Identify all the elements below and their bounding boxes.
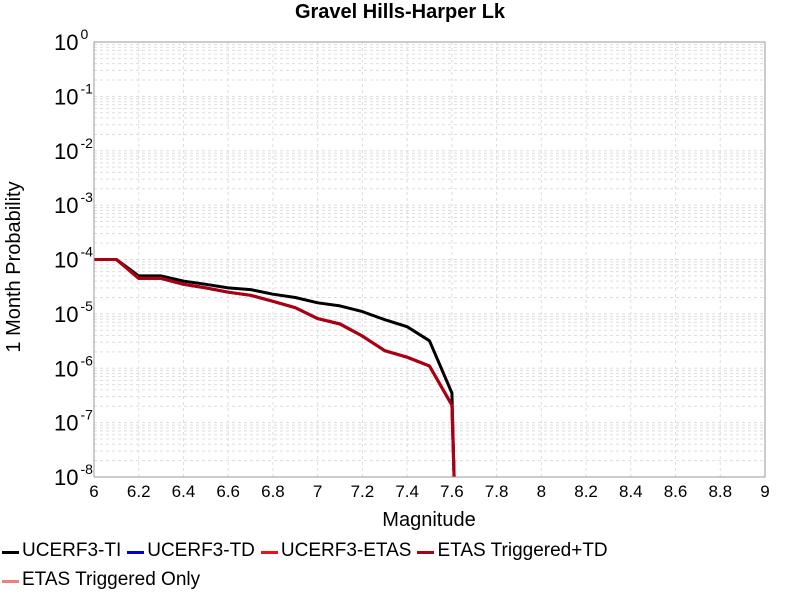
series-group bbox=[94, 258, 456, 478]
x-tick-label: 8.8 bbox=[708, 482, 732, 501]
legend-swatch bbox=[127, 551, 145, 554]
y-tick-base: 10 bbox=[54, 356, 78, 381]
legend-swatch bbox=[417, 551, 435, 554]
legend-swatch bbox=[2, 580, 19, 583]
y-tick-label: 10 -4 bbox=[54, 244, 93, 273]
x-tick-label: 7.6 bbox=[440, 482, 464, 501]
legend-entry: UCERF3-TI bbox=[2, 540, 121, 562]
y-tick-exponent: 0 bbox=[80, 26, 88, 42]
x-tick-label: 6.6 bbox=[216, 482, 240, 501]
x-tick-label: 8.4 bbox=[619, 482, 643, 501]
legend-label: ETAS Triggered+TD bbox=[437, 539, 608, 561]
y-axis-label: 1 Month Probability bbox=[3, 181, 25, 352]
x-tick-label: 8 bbox=[537, 482, 546, 501]
x-tick-label: 7.8 bbox=[485, 482, 509, 501]
x-tick-label: 6.4 bbox=[172, 482, 196, 501]
plot-border bbox=[93, 41, 766, 478]
x-tick-label: 9 bbox=[760, 482, 769, 501]
legend-entry: ETAS Triggered Only bbox=[2, 569, 200, 591]
legend-label: ETAS Triggered Only bbox=[22, 568, 201, 590]
y-tick-label: 10 -3 bbox=[54, 189, 93, 218]
legend-label: UCERF3-TI bbox=[22, 539, 122, 561]
y-tick-label: 10 -7 bbox=[54, 407, 93, 436]
y-tick-label: 10 0 bbox=[54, 26, 88, 55]
legend-row: ETAS Triggered Only bbox=[2, 565, 792, 594]
y-tick-label: 10 -2 bbox=[54, 135, 93, 164]
y-tick-label: 10 -6 bbox=[54, 352, 93, 381]
y-tick-base: 10 bbox=[54, 139, 78, 164]
x-tick-label: 7 bbox=[313, 482, 322, 501]
y-tick-base: 10 bbox=[54, 411, 78, 436]
series-line-ucerf3-ti bbox=[94, 258, 456, 478]
y-tick-base: 10 bbox=[54, 30, 78, 55]
y-tick-base: 10 bbox=[54, 248, 78, 273]
chart: Gravel Hills-Harper Lk 6 6.2 6.4 6.6 6.8 7 7.2… bbox=[3, 1, 770, 531]
x-tick-label: 7.2 bbox=[351, 482, 375, 501]
y-tick-exponent: -5 bbox=[80, 298, 93, 314]
x-tick-label: 8.6 bbox=[664, 482, 688, 501]
y-tick-exponent: -8 bbox=[80, 461, 93, 477]
x-tick-labels: 6 6.2 6.4 6.6 6.8 7 7.2 7.4 7.6 7.8 8 8.2 8.4 8.6 8.8 9 bbox=[89, 482, 769, 501]
y-tick-exponent: -7 bbox=[80, 407, 93, 423]
y-tick-label: 10 -1 bbox=[54, 80, 93, 109]
x-tick-label: 6 bbox=[89, 482, 98, 501]
legend-swatch bbox=[2, 551, 19, 554]
grid bbox=[93, 42, 766, 478]
y-tick-exponent: -1 bbox=[80, 80, 93, 96]
legend-entry: UCERF3-ETAS bbox=[260, 539, 412, 562]
chart-title: Gravel Hills-Harper Lk bbox=[295, 1, 506, 23]
x-tick-label: 6.2 bbox=[127, 482, 151, 501]
y-tick-exponent: -3 bbox=[80, 189, 93, 205]
legend-row: UCERF3-TI UCERF3-TD UCERF3-ETAS ETAS Trigge… bbox=[2, 536, 792, 565]
y-tick-label: 10 -5 bbox=[54, 298, 93, 327]
x-tick-label: 6.8 bbox=[261, 482, 285, 501]
y-tick-base: 10 bbox=[54, 193, 78, 218]
legend-entry: ETAS Triggered+TD bbox=[417, 539, 608, 562]
x-axis-label: Magnitude bbox=[382, 509, 475, 531]
legend-swatch bbox=[260, 551, 278, 554]
x-tick-label: 7.4 bbox=[395, 482, 419, 501]
y-tick-label: 10 -8 bbox=[54, 461, 93, 490]
series-line-etas-triggered-td bbox=[94, 258, 456, 478]
legend-label: UCERF3-ETAS bbox=[280, 539, 412, 561]
legend-entry: UCERF3-TD bbox=[127, 540, 255, 562]
y-tick-base: 10 bbox=[54, 302, 78, 327]
legend: UCERF3-TI UCERF3-TD UCERF3-ETAS ETAS Trigge… bbox=[2, 536, 792, 594]
y-tick-exponent: -4 bbox=[80, 244, 93, 260]
y-tick-base: 10 bbox=[54, 84, 78, 109]
legend-label: UCERF3-TD bbox=[147, 539, 255, 561]
x-tick-label: 8.2 bbox=[574, 482, 598, 501]
y-tick-exponent: -6 bbox=[80, 352, 93, 368]
y-tick-base: 10 bbox=[54, 465, 78, 490]
y-tick-exponent: -2 bbox=[80, 135, 93, 151]
